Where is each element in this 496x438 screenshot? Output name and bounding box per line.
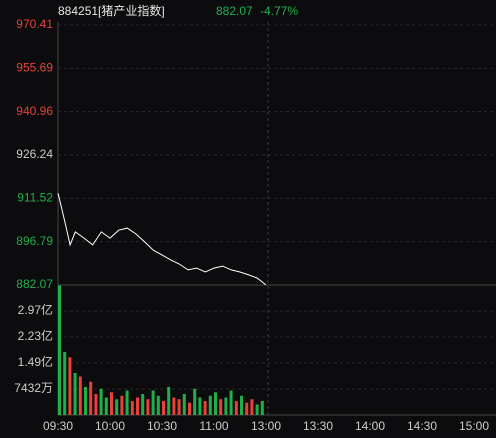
- volume-bar: [219, 399, 223, 415]
- index-change: -4.77%: [260, 4, 298, 18]
- volume-bar: [151, 390, 155, 415]
- volume-bar: [94, 394, 98, 415]
- volume-bar: [208, 395, 212, 415]
- volume-bar: [110, 392, 113, 415]
- x-tick-label: 10:30: [147, 419, 177, 433]
- volume-bar: [240, 395, 243, 415]
- index-price: 882.07: [216, 4, 253, 18]
- x-tick-label: 14:30: [407, 419, 437, 433]
- y-tick-label: 911.52: [17, 190, 53, 204]
- volume-bar: [214, 392, 217, 415]
- y-tick-label: 955.69: [16, 60, 53, 74]
- volume-bar: [193, 388, 197, 415]
- volume-bar: [125, 390, 129, 415]
- volume-bar: [156, 395, 160, 415]
- volume-bar: [146, 399, 150, 415]
- volume-bar: [162, 401, 165, 415]
- volume-bar: [58, 285, 61, 415]
- volume-bar: [68, 357, 72, 415]
- x-tick-label: 10:00: [95, 419, 125, 433]
- volume-bar: [260, 401, 264, 415]
- x-tick-label: 15:00: [459, 419, 489, 433]
- volume-bar: [172, 397, 176, 415]
- y-tick-label: 896.79: [16, 234, 53, 248]
- volume-bar: [234, 401, 238, 415]
- x-tick-label: 13:30: [303, 419, 333, 433]
- volume-bar: [89, 381, 93, 415]
- volume-bar: [73, 373, 77, 415]
- y-tick-label: 2.97亿: [18, 302, 53, 317]
- y-tick-label: 882.07: [16, 277, 53, 291]
- y-tick-label: 2.23亿: [18, 328, 53, 343]
- volume-bar: [167, 387, 171, 415]
- price-line: [57, 192, 267, 286]
- volume-bar: [229, 390, 233, 415]
- volume-bar: [250, 399, 254, 415]
- x-tick-label: 09:30: [43, 419, 73, 433]
- volume-bar: [104, 397, 108, 415]
- volume-bar: [99, 388, 103, 415]
- volume-bar: [224, 397, 228, 415]
- y-tick-label: 7432万: [14, 381, 53, 395]
- volume-bar: [115, 399, 119, 415]
- volume-bar: [245, 402, 249, 415]
- volume-bar: [203, 401, 207, 415]
- volume-bar: [255, 404, 259, 415]
- volume-bar: [63, 352, 67, 415]
- y-tick-label: 970.41: [16, 17, 53, 31]
- x-tick-label: 11:00: [199, 419, 228, 433]
- volume-bar: [198, 397, 202, 415]
- volume-bar: [78, 376, 82, 415]
- y-tick-label: 940.96: [16, 104, 53, 118]
- volume-bar: [182, 394, 186, 415]
- volume-bar: [84, 387, 87, 415]
- volume-bar: [177, 399, 181, 415]
- volume-bar: [188, 402, 191, 415]
- y-tick-label: 1.49亿: [18, 354, 53, 369]
- x-tick-label: 13:00: [251, 419, 281, 433]
- x-tick-label: 14:00: [355, 419, 385, 433]
- y-tick-label: 926.24: [16, 147, 53, 161]
- volume-bar: [141, 394, 145, 415]
- volume-bar: [120, 395, 124, 415]
- volume-bar: [136, 397, 139, 415]
- volume-bar: [130, 401, 134, 415]
- index-code: 884251[猪产业指数]: [58, 3, 165, 18]
